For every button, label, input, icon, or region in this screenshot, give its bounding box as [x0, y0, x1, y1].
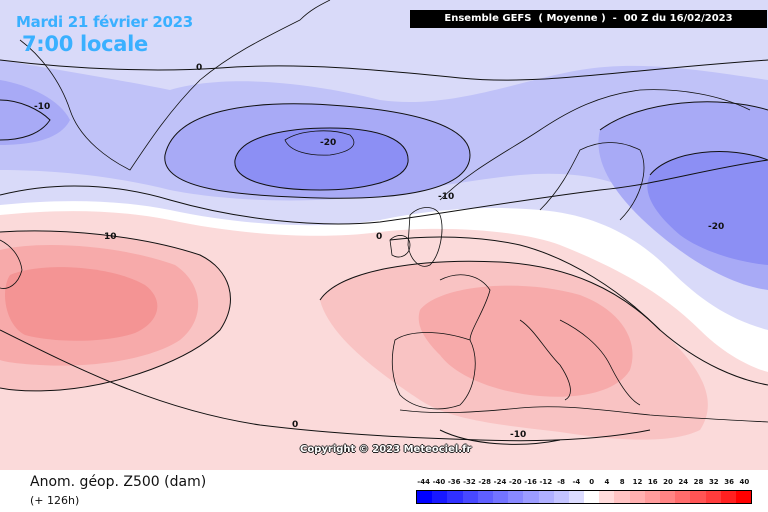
- ireland: [389, 235, 411, 258]
- legend-swatch: [720, 491, 736, 503]
- greenland-coast: [19, 0, 331, 171]
- contour-label: -20: [708, 222, 724, 232]
- sweden-finland: [539, 142, 645, 221]
- legend-label: -24: [493, 478, 507, 486]
- legend-label: -40: [432, 478, 446, 486]
- europe-high-12: [418, 285, 633, 397]
- legend-swatch: [675, 491, 691, 503]
- legend-label: 16: [647, 478, 658, 486]
- legend-swatch: [477, 491, 493, 503]
- legend-swatch: [553, 491, 569, 503]
- legend-label: -28: [478, 478, 492, 486]
- newfoundland-coast: [0, 239, 23, 289]
- variable-title: Anom. géop. Z500 (dam): [30, 474, 207, 490]
- legend-swatch: [447, 491, 463, 503]
- legend-label: -12: [539, 478, 553, 486]
- contour-label: 10: [104, 232, 117, 242]
- legend-swatch: [492, 491, 509, 503]
- legend-label: 32: [708, 478, 719, 486]
- legend-label: -16: [524, 478, 537, 486]
- atlantic-high-16: [5, 267, 158, 341]
- legend-label: -20: [508, 478, 522, 486]
- anomaly-map: 0 -10 -20 -10 0 10 -20 0 -10: [0, 0, 768, 470]
- legend-swatch: [690, 491, 706, 503]
- france-coast: [439, 274, 491, 341]
- north-africa-coast: [399, 406, 768, 423]
- legend-swatch: [508, 491, 524, 503]
- contour-label: -10: [34, 102, 50, 112]
- legend-label: 24: [678, 478, 689, 486]
- legend-label: 4: [604, 478, 610, 486]
- italy-coast: [519, 319, 571, 401]
- color-legend: -44 -40 -36 -32 -28 -24 -20 -16 -12 -8 -4 0 4 8 12 16 20…: [416, 478, 752, 504]
- legend-swatch: [584, 491, 600, 503]
- lead-time: (+ 126h): [30, 494, 80, 507]
- iceland-low-inner: [234, 128, 409, 190]
- model-run-banner: Ensemble GEFS ( Moyenne ) - 00 Z du 16/0…: [410, 10, 767, 28]
- legend-label: -32: [463, 478, 476, 486]
- legend-label: 20: [663, 478, 673, 486]
- copyright-notice: Copyright © 2023 Meteociel.fr: [300, 444, 472, 455]
- balkans-coast: [559, 319, 641, 406]
- scandinavia-low-inner: [647, 151, 768, 265]
- forecast-date: Mardi 21 février 2023: [16, 13, 193, 31]
- legend-swatch: [568, 491, 585, 503]
- legend-labels: -44 -40 -36 -32 -28 -24 -20 -16 -12 -8 -4 0 4 8 12 16 20…: [416, 478, 752, 488]
- legend-label: -44: [417, 478, 430, 486]
- british-isles: [407, 207, 443, 267]
- legend-label: 12: [632, 478, 643, 486]
- legend-swatch: [462, 491, 478, 503]
- legend-label: 36: [724, 478, 734, 486]
- contour-label: -10: [510, 430, 526, 440]
- contour-label: 0: [292, 420, 298, 430]
- legend-swatch: [614, 491, 630, 503]
- legend-swatch: [599, 491, 615, 503]
- legend-swatch: [735, 491, 752, 503]
- legend-swatches: [416, 490, 752, 504]
- legend-swatch: [660, 491, 676, 503]
- contour-label: -20: [320, 138, 336, 148]
- legend-label: 8: [619, 478, 625, 486]
- legend-swatch: [644, 491, 660, 503]
- contour-label: 0: [196, 63, 202, 73]
- iberia-coast: [391, 332, 476, 410]
- legend-label: -36: [447, 478, 461, 486]
- legend-label: -4: [572, 478, 581, 486]
- norway-coast: [439, 89, 751, 201]
- legend-swatch: [538, 491, 554, 503]
- iceland-coast: [284, 130, 355, 156]
- coastlines: [0, 0, 768, 423]
- contour-label: 0: [376, 232, 382, 242]
- legend-swatch: [705, 491, 721, 503]
- legend-swatch: [432, 491, 448, 503]
- legend-label: 28: [693, 478, 704, 486]
- legend-label: -8: [557, 478, 565, 486]
- contour-label: -10: [438, 192, 454, 202]
- legend-swatch: [417, 491, 433, 503]
- legend-swatch: [629, 491, 645, 503]
- contour-lines: [0, 59, 768, 445]
- legend-label: 40: [739, 478, 750, 486]
- forecast-time: 7:00 locale: [22, 32, 148, 56]
- legend-label: 0: [589, 478, 595, 486]
- legend-swatch: [523, 491, 539, 503]
- western-low-outer: [0, 80, 70, 145]
